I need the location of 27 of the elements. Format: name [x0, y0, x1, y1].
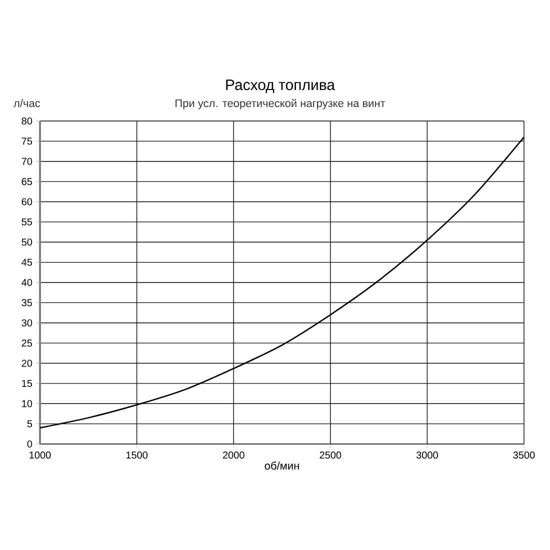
y-tick-label: 20 — [22, 360, 32, 367]
y-tick-label: 10 — [22, 400, 32, 408]
y-tick-label: 35 — [22, 299, 32, 306]
y-tick-label: 55 — [22, 218, 32, 226]
y-tick-label: 0 — [27, 440, 32, 448]
y-tick-label: 70 — [22, 158, 32, 165]
x-axis-title: об/мин — [264, 461, 299, 470]
x-tick-label: 2000 — [222, 452, 244, 459]
y-tick-label: 65 — [22, 178, 32, 186]
y-tick-label: 80 — [22, 117, 32, 125]
chart-title: Расход топлива — [226, 80, 336, 93]
y-tick-label: 15 — [22, 380, 32, 387]
y-axis-title: л/час — [14, 99, 40, 108]
x-tick-label: 2500 — [320, 452, 342, 459]
y-tick-label: 60 — [22, 198, 32, 206]
x-tick-label: 3500 — [513, 452, 535, 459]
y-tick-label: 40 — [22, 278, 32, 286]
y-tick-label: 75 — [22, 138, 32, 145]
y-tick-label: 5 — [27, 420, 32, 428]
y-tick-label: 30 — [22, 319, 32, 326]
chart-subtitle: При усл. теоретической нагрузке на винт — [176, 98, 386, 110]
y-tick-label: 45 — [22, 258, 32, 266]
x-tick-label: 1500 — [126, 452, 148, 459]
x-tick-label: 1000 — [30, 452, 51, 459]
y-tick-label: 50 — [22, 238, 32, 246]
x-tick-label: 3000 — [416, 452, 438, 459]
y-tick-label: 25 — [22, 340, 32, 347]
